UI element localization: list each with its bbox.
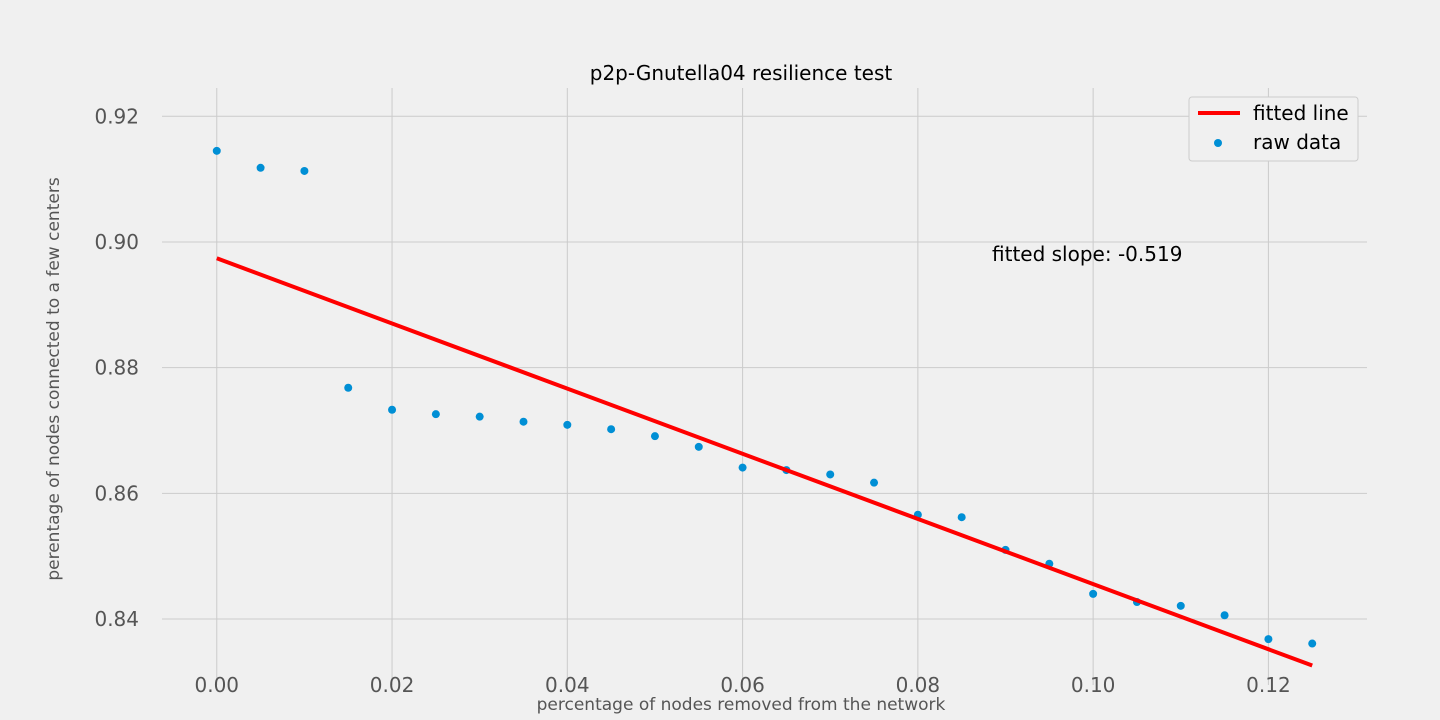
y-tick-label: 0.92 [94, 104, 139, 128]
fitted-line [216, 256, 1313, 668]
x-tick-label: 0.00 [195, 673, 240, 697]
raw-data-point [431, 410, 440, 419]
raw-data-point [344, 383, 353, 392]
raw-data-point [957, 513, 966, 522]
raw-data-point [256, 163, 265, 172]
raw-data-point [300, 166, 309, 175]
raw-data-point [475, 412, 484, 421]
raw-data-point [388, 405, 397, 414]
raw-data-point [1176, 601, 1185, 610]
chart-title: p2p-Gnutella04 resilience test [590, 61, 893, 85]
y-tick-label: 0.88 [94, 356, 139, 380]
x-axis-ticks: 0.00 0.02 0.04 0.06 0.08 0.10 0.12 [195, 673, 1291, 697]
y-tick-label: 0.86 [94, 481, 139, 505]
plot-series [212, 146, 1317, 668]
raw-data-point [1089, 589, 1098, 598]
legend-dot-swatch [1214, 139, 1222, 147]
raw-data-point [870, 478, 879, 487]
legend-label-fitted-line: fitted line [1253, 101, 1349, 125]
x-tick-label: 0.02 [370, 673, 415, 697]
raw-data-point [694, 442, 703, 451]
raw-data-point [1264, 635, 1273, 644]
raw-data-point [1220, 611, 1229, 620]
raw-data-point [650, 432, 659, 441]
raw-data-point [563, 420, 572, 429]
raw-data-point [738, 463, 747, 472]
raw-data-point [607, 425, 616, 434]
legend-label-raw-data: raw data [1253, 130, 1341, 154]
raw-data-point [519, 417, 528, 426]
x-tick-label: 0.10 [1071, 673, 1116, 697]
x-tick-label: 0.04 [545, 673, 590, 697]
raw-data-point [1308, 639, 1317, 648]
y-tick-label: 0.84 [94, 607, 139, 631]
legend: fitted line raw data [1188, 96, 1359, 162]
fitted-slope-annotation: fitted slope: -0.519 [992, 242, 1182, 266]
raw-data-point [212, 146, 221, 155]
y-axis-ticks: 0.84 0.86 0.88 0.90 0.92 [94, 104, 139, 631]
x-tick-label: 0.08 [896, 673, 941, 697]
y-axis-label: perentage of nodes connected to a few ce… [44, 177, 64, 580]
x-tick-label: 0.12 [1246, 673, 1291, 697]
x-axis-label: percentage of nodes removed from the net… [537, 695, 946, 715]
x-tick-label: 0.06 [720, 673, 765, 697]
raw-data-point [826, 470, 835, 479]
y-tick-label: 0.90 [94, 230, 139, 254]
